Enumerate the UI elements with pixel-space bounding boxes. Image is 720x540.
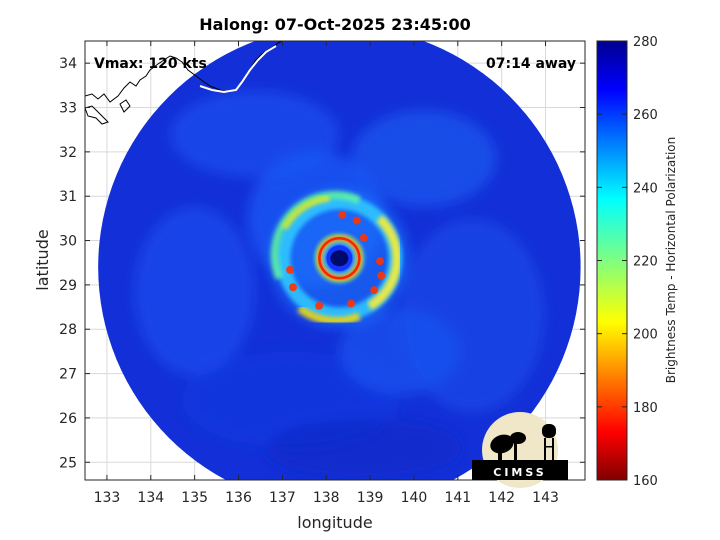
colorbar-tick-label: 180 [633,401,658,416]
eyewall [309,228,370,289]
logo-text: CIMSS [493,466,546,479]
x-tick-label: 140 [401,490,428,506]
y-tick-label: 30 [59,234,77,250]
island-shikoku [85,105,109,125]
colorbar-tick-label: 260 [633,108,658,123]
y-tick-label: 32 [59,145,77,161]
water-tower-icon [542,424,556,460]
convective-cell [352,216,361,225]
colorbar-ticks: 160 180 200 220 240 260 280 [597,35,658,489]
y-tick-label: 27 [59,367,77,383]
colorbar-tick-label: 200 [633,328,658,343]
x-tick-label: 134 [137,490,164,506]
y-tick-label: 28 [59,322,77,338]
swath-texture [134,91,545,478]
vmax-annotation: Vmax: 120 kts [94,56,207,72]
x-tick-label: 137 [269,490,296,506]
convective-cell [377,271,386,280]
satellite-dish-icon [490,432,526,460]
x-tick-label: 141 [444,490,471,506]
colorbar-tick-label: 240 [633,181,658,196]
band-arc-east [367,214,402,311]
texture-blob [267,419,460,478]
time-away-annotation: 07:14 away [486,56,576,72]
texture-blob [134,206,255,376]
x-tick-label: 135 [181,490,208,506]
y-tick-label: 31 [59,189,77,205]
x-tick-label: 143 [532,490,559,506]
island-small [119,99,131,113]
y-tick-label: 33 [59,101,77,117]
colorbar-label: Brightness Temp - Horizontal Polarizatio… [664,137,678,384]
x-tick-label: 136 [225,490,252,506]
y-tick-label: 34 [59,56,77,72]
convective-cell [288,283,297,292]
x-tick-label: 139 [357,490,384,506]
convective-cell [315,301,324,310]
y-tick-label: 26 [59,411,77,427]
colorbar-tick-label: 220 [633,255,658,270]
convective-cell [338,210,347,219]
convective-cell [370,286,379,295]
coastline-main [85,41,283,103]
y-tick-label: 25 [59,455,77,471]
band-arc-south [296,305,361,325]
swath-image [98,41,581,480]
coastline [85,41,283,125]
storm-eye [330,250,349,267]
cimss-logo: CIMSS [472,412,568,488]
colorbar-tick-label: 160 [633,474,658,489]
colorbar-tick-label: 280 [633,35,658,50]
band-arc-north [270,190,362,280]
band-arc-nw [281,195,330,230]
chart-title: Halong: 07-Oct-2025 23:45:00 [199,15,470,34]
texture-blob [351,110,497,207]
eyewall-core [318,237,361,280]
x-tick-label: 133 [94,490,121,506]
y-axis: 25 26 27 28 29 30 31 32 33 34 [59,56,585,471]
y-tick-label: 29 [59,278,77,294]
convective-cell [286,265,295,274]
x-axis-label: longitude [297,513,372,532]
colorbar: 160 180 200 220 240 260 280 Brightness Temp - … [596,35,678,489]
x-axis: 133 134 135 136 137 138 139 140 141 142 143 [94,41,559,506]
x-tick-label: 138 [313,490,340,506]
x-tick-label: 142 [488,490,515,506]
convective-cell [346,299,355,308]
coastline-highlight [199,45,277,94]
convective-cell [375,257,384,266]
y-axis-label: latitude [33,229,52,290]
texture-blob [339,308,461,396]
axes-box [84,40,586,481]
logo-bar [472,460,568,480]
